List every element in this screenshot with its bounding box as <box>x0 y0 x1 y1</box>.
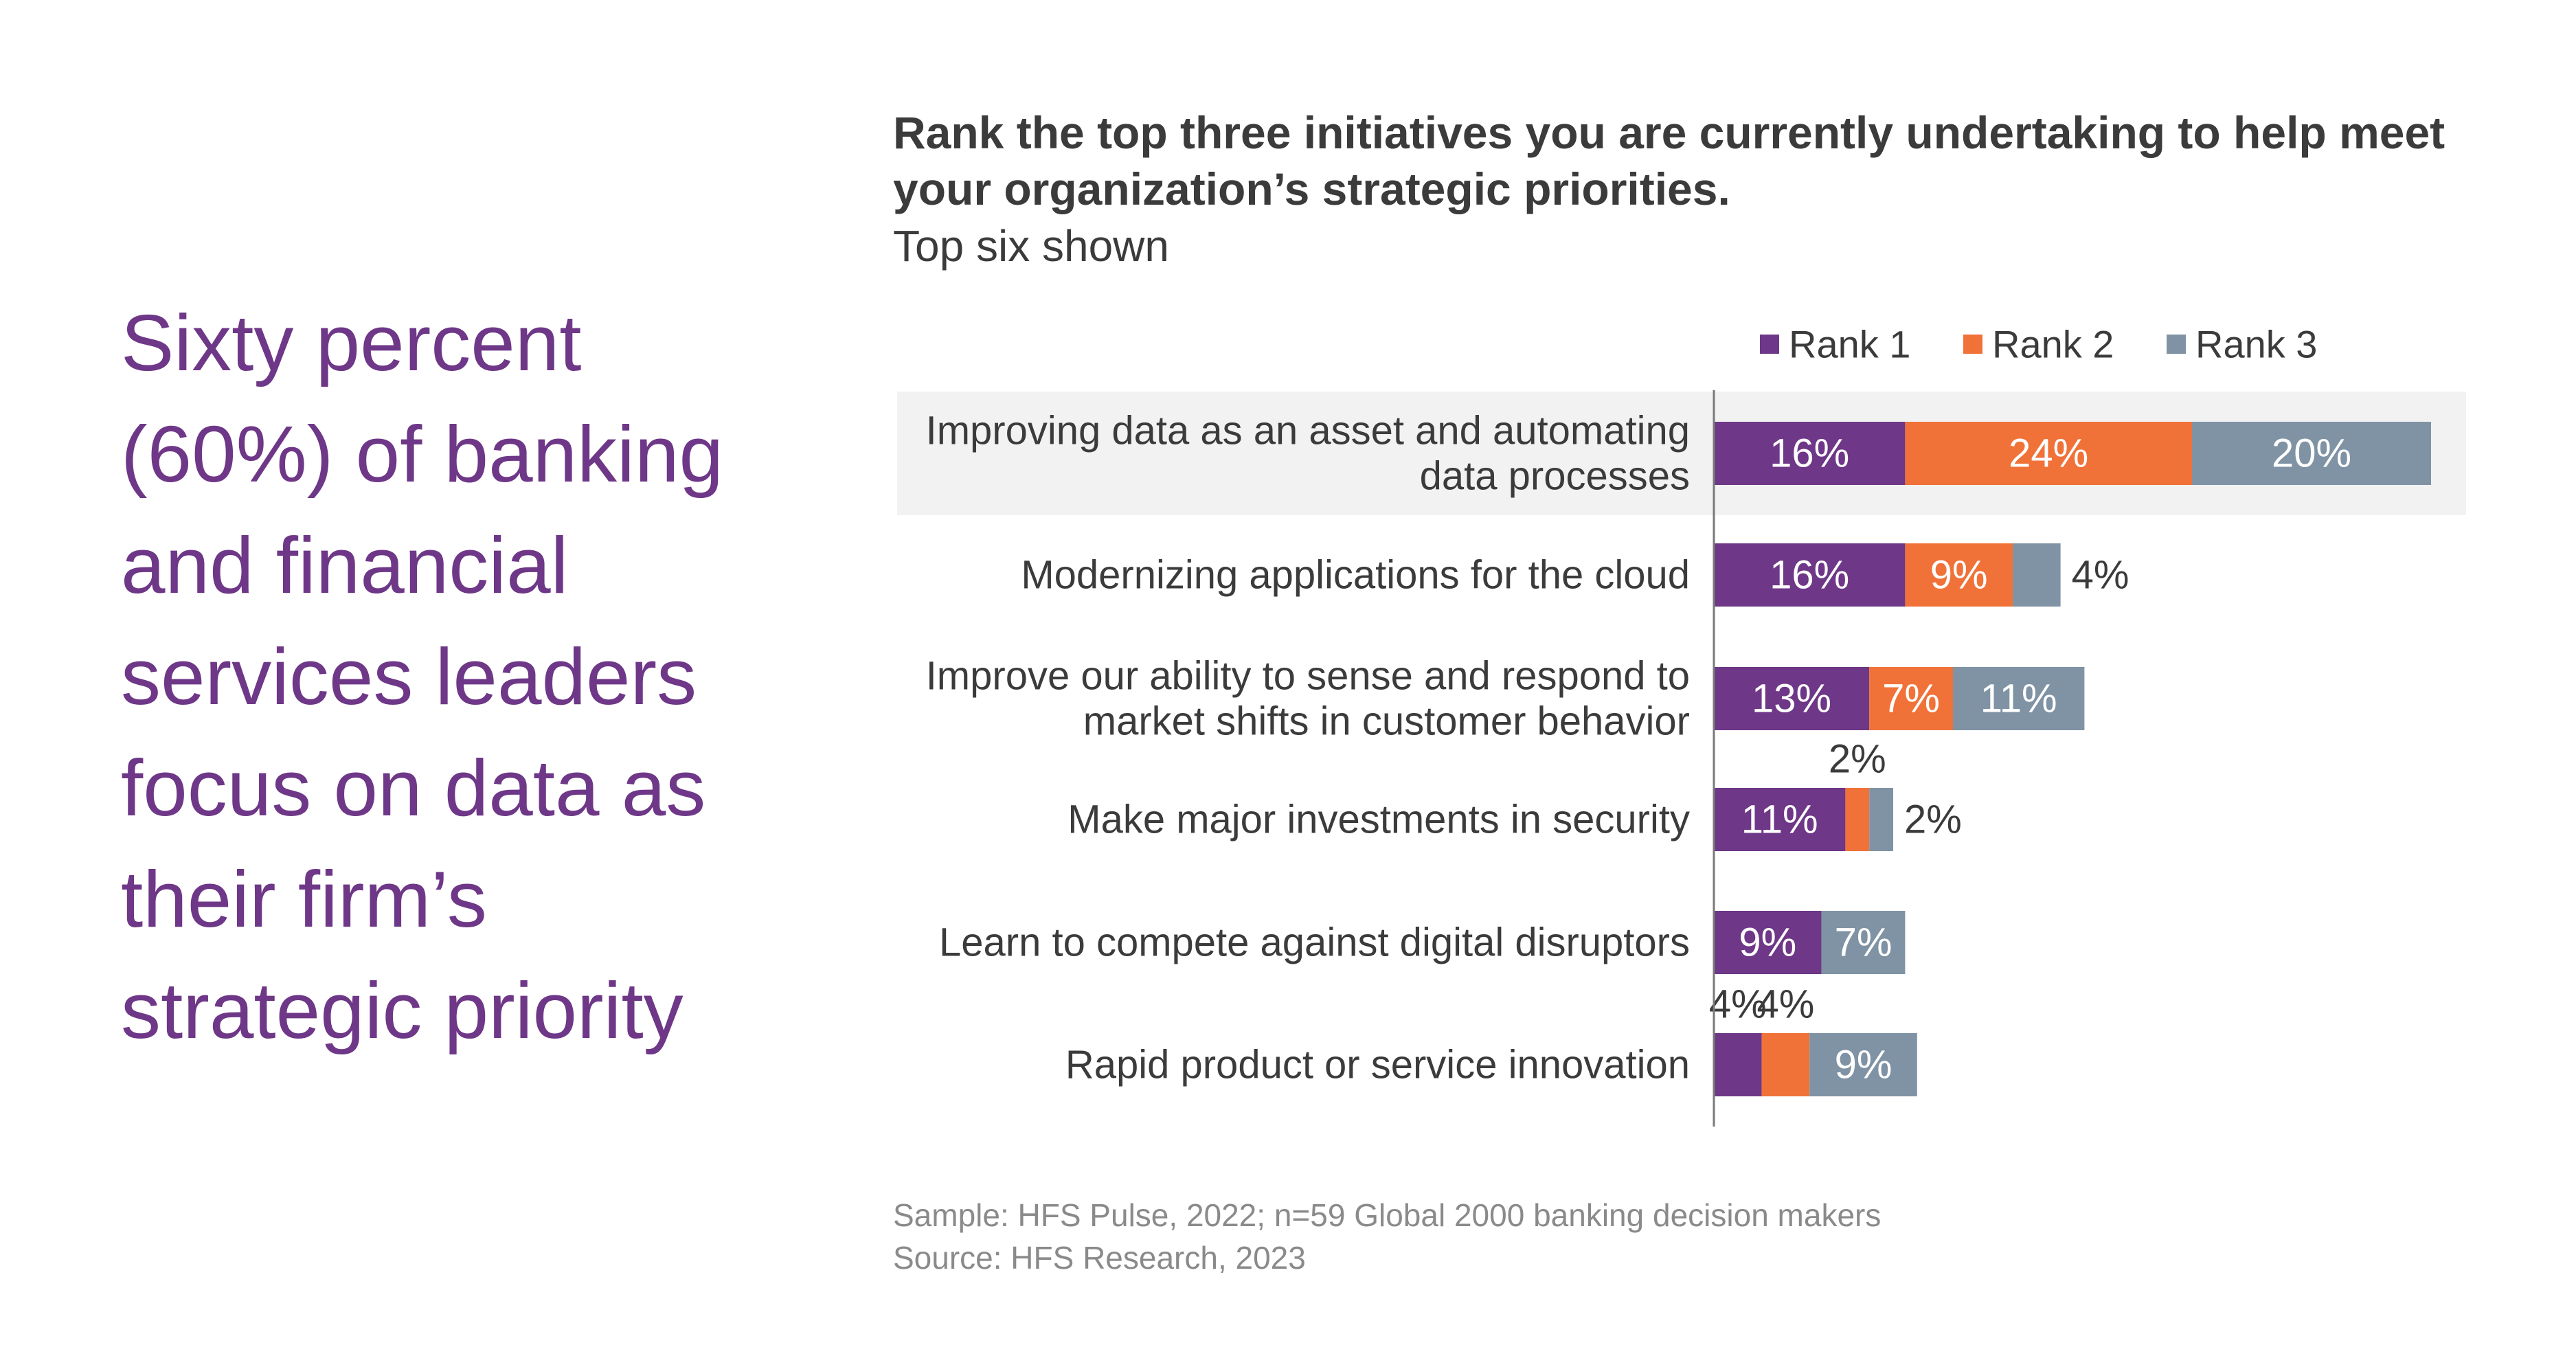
bar-2-rank-1 <box>1714 543 1906 607</box>
bar-6-rank-3 <box>1809 1033 1917 1096</box>
bar-4-rank-3 <box>1869 788 1893 851</box>
bar-4-rank-2 <box>1845 788 1870 851</box>
data-label-4-rank-2: 2% <box>1829 737 1886 782</box>
bar-6-rank-1 <box>1714 1033 1762 1096</box>
data-label-5-rank-1: 9% <box>1739 920 1796 965</box>
category-label-3: Improve our ability to sense and respond… <box>926 654 1690 699</box>
legend-label-rank-1: Rank 1 <box>1789 323 1910 366</box>
category-label-5: Learn to compete against digital disrupt… <box>939 920 1690 965</box>
chart-notes: Sample: HFS Pulse, 2022; n=59 Global 200… <box>893 1194 1881 1279</box>
bar-5-rank-3 <box>1821 911 1906 974</box>
bar-3-rank-3 <box>1953 667 2085 730</box>
bar-4-rank-1 <box>1714 788 1846 851</box>
category-label-6: Rapid product or service innovation <box>1065 1043 1690 1087</box>
data-label-3-rank-1: 13% <box>1752 677 1831 721</box>
data-label-2-rank-3: 4% <box>2072 553 2129 598</box>
data-label-2-rank-2: 9% <box>1930 553 1988 598</box>
chart-subtitle: Top six shown <box>893 221 1169 271</box>
data-label-6-rank-1: 4% <box>1709 982 1767 1027</box>
source-note: Source: HFS Research, 2023 <box>893 1240 1306 1276</box>
bar-6-rank-2 <box>1761 1033 1810 1096</box>
bar-5-rank-1 <box>1714 911 1822 974</box>
category-label-2: Modernizing applications for the cloud <box>1021 553 1690 598</box>
headline: Sixty percent (60%) of banking and finan… <box>121 298 723 1055</box>
bar-1-rank-1 <box>1714 422 1906 485</box>
data-label-2-rank-1: 16% <box>1770 553 1849 598</box>
category-label-4: Make major investments in security <box>1067 798 1690 842</box>
bar-1-rank-2 <box>1905 422 2192 485</box>
legend-label-rank-3: Rank 3 <box>2195 323 2317 366</box>
category-label-1: Improving data as an asset and automatin… <box>926 409 1690 453</box>
bar-3-rank-1 <box>1714 667 1870 730</box>
bar-2-rank-2 <box>1905 543 2013 607</box>
data-label-3-rank-2: 7% <box>1882 677 1940 721</box>
sample-note: Sample: HFS Pulse, 2022; n=59 Global 200… <box>893 1197 1882 1233</box>
chart-title: Rank the top three initiatives you are c… <box>893 107 2445 214</box>
data-label-5-rank-3: 7% <box>1835 920 1893 965</box>
legend-label-rank-2: Rank 2 <box>1992 323 2114 366</box>
legend-swatch-rank-2 <box>1963 335 1982 354</box>
data-label-6-rank-2: 4% <box>1756 982 1814 1027</box>
category-label-1: data processes <box>1420 454 1690 499</box>
bar-1-rank-3 <box>2192 422 2431 485</box>
data-label-6-rank-3: 9% <box>1835 1043 1893 1087</box>
data-label-1-rank-2: 24% <box>2009 431 2088 476</box>
legend-swatch-rank-1 <box>1760 335 1779 354</box>
legend-swatch-rank-3 <box>2167 335 2186 354</box>
data-label-4-rank-1: 11% <box>1741 798 1818 842</box>
data-label-1-rank-1: 16% <box>1770 431 1849 476</box>
data-label-3-rank-3: 11% <box>1980 677 2057 721</box>
data-label-4-rank-3: 2% <box>1904 798 1962 842</box>
category-label-3: market shifts in customer behavior <box>1083 699 1690 744</box>
bar-3-rank-2 <box>1869 667 1953 730</box>
data-label-1-rank-3: 20% <box>2272 431 2351 476</box>
bar-2-rank-3 <box>2013 543 2061 607</box>
